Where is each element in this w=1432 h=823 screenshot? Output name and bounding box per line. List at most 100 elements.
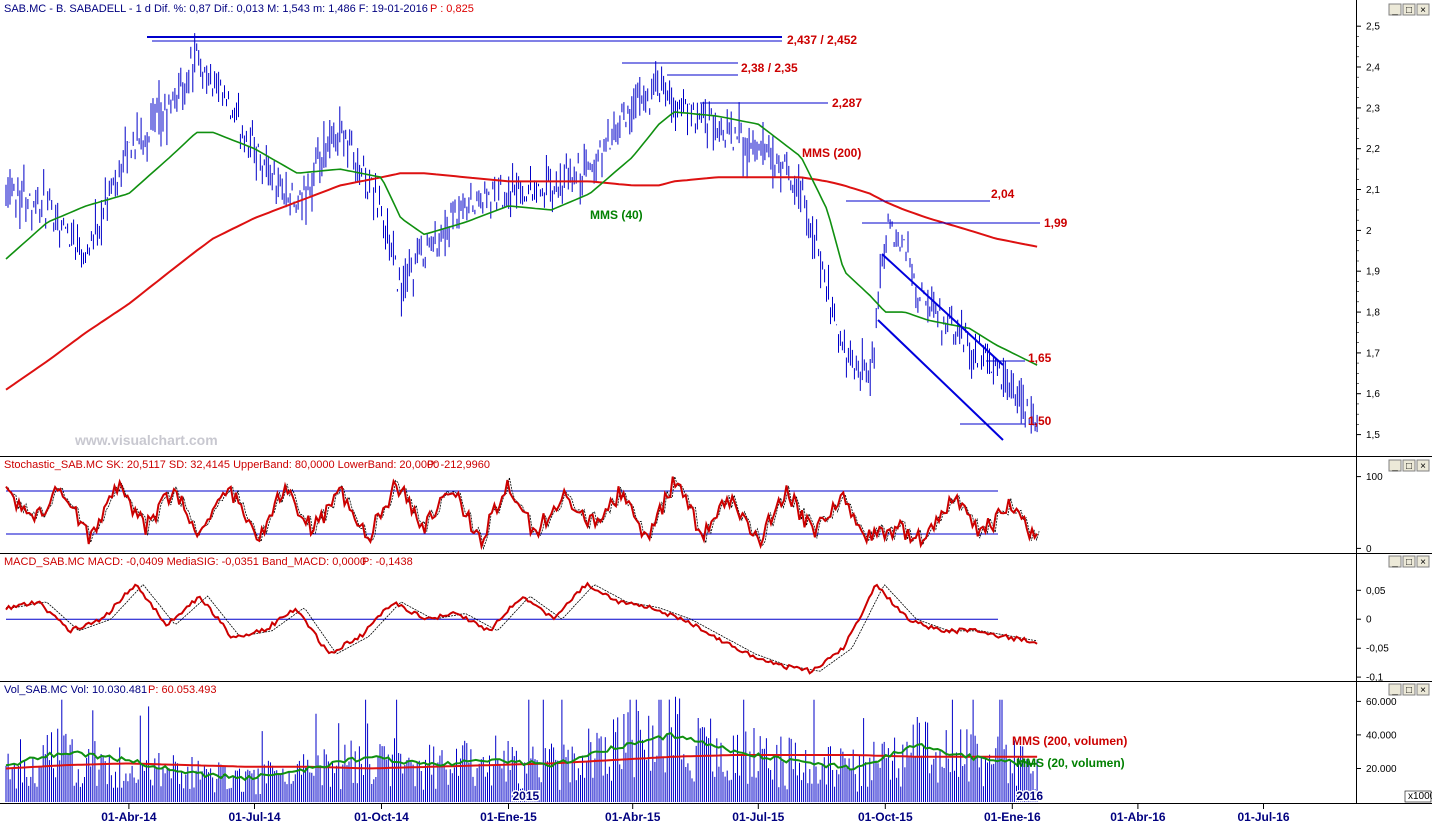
x-tick-label: 01-Ene-16 [984,810,1041,823]
price-plot [5,33,1038,441]
vol-header-p: P: 60.053.493 [148,684,217,696]
channel-upper-line [881,253,1004,366]
window-button: × [1416,3,1430,16]
macd-header-p: P: -0,1438 [362,556,413,568]
year-label-halo: 2016 [1016,789,1043,803]
macd-axis-tick-label: -0,1 [1366,673,1384,684]
price-axis-tick-label: 2,5 [1366,22,1380,33]
price-axis-tick-label: 2 [1366,226,1372,237]
year-label: 2016 [1016,789,1043,803]
macd-header-text: MACD_SAB.MC MACD: -0,0409 MediaSIG: -0,0… [4,556,366,568]
window-button: □ [1402,459,1416,472]
window-button: _ [1388,3,1402,16]
window-button: _ [1388,683,1402,696]
annotation-label: MMS (200) [802,146,861,160]
window-button-face [1416,459,1430,472]
y-axes: 2,5 2,4 2,3 2,2 2,1 2 1,9 1,8 1,7 1,6 1,5 100 0 0,05 0… [1356,22,1432,803]
vol-unit-box [1404,790,1432,803]
annotation-label: 1,99 [1044,216,1068,230]
window-button-face [1388,459,1402,472]
year-label-halo: 2015 [513,789,540,803]
price-bars [5,33,1038,434]
volume-ma-label: MMS (20, volumen) [1016,756,1125,770]
window-button-glyph: _ [1391,557,1398,568]
window-button: □ [1402,555,1416,568]
annotation-label: 2,287 [832,96,862,110]
trend-channel [877,253,1004,441]
mms200-line [5,172,1038,391]
window-button-face [1416,3,1430,16]
price-axis-tick-label: 1,9 [1366,267,1380,278]
watermark: www.visualchart.com [74,432,218,448]
annotation-label: MMS (40) [590,208,643,222]
window-button-face [1388,3,1402,16]
price-axis-tick-label: 1,6 [1366,389,1380,400]
window-button-face [1402,683,1416,696]
window-buttons: _ □ × _ □ × _ □ × _ □ × [1388,3,1430,696]
volume-plot [5,696,1038,802]
annotation-label: 1,50 [1028,414,1052,428]
window-button-face [1402,459,1416,472]
annotation-label: 1,65 [1028,351,1052,365]
x-tick-label: 01-Abr-16 [1110,810,1166,823]
annotation-label: 2,04 [991,187,1015,201]
macd-axis-tick-label: 0,05 [1366,586,1386,597]
window-button-glyph: □ [1406,5,1412,16]
macd-axis-tick-label: -0,05 [1366,644,1389,655]
annotation-label: 2,437 / 2,452 [787,33,857,47]
x-tick-label: 01-Abr-15 [605,810,661,823]
annotations: 2,437 / 2,452 2,38 / 2,35 2,287 MMS (200) 2,… [147,33,1127,770]
price-header-text: SAB.MC - B. SABADELL - 1 d Dif. %: 0,87 … [4,3,428,15]
x-tick-label: 01-Oct-14 [354,810,409,823]
price-axis-tick-label: 1,5 [1366,430,1380,441]
price-header-p: P : 0,825 [430,3,474,15]
window-button: □ [1402,3,1416,16]
macd-line [5,581,1038,675]
window-button: × [1416,683,1430,696]
window-button: × [1416,459,1430,472]
stoch-header-p: P: -212,9960 [427,459,490,471]
stoch-sk-line [5,476,1038,551]
x-tick-label: 01-Ene-15 [480,810,537,823]
window-button-glyph: × [1420,557,1426,568]
vol-mms20-line [5,732,1038,782]
x-axis: 01-Abr-14 01-Jul-14 01-Oct-14 01-Ene-15 01-A… [101,788,1290,823]
window-button-glyph: □ [1406,461,1412,472]
price-axis-tick-label: 2,3 [1366,103,1380,114]
window-button-face [1402,3,1416,16]
x-tick-label: 01-Jul-14 [228,810,280,823]
window-button-glyph: × [1420,5,1426,16]
window-button-face [1416,683,1430,696]
window-button: × [1416,555,1430,568]
stoch-axis-tick-label: 0 [1366,544,1372,555]
window-button-glyph: □ [1406,685,1412,696]
panel-frames [0,0,1432,804]
stoch-header-text: Stochastic_SAB.MC SK: 20,5117 SD: 32,414… [4,459,439,471]
window-button-face [1388,683,1402,696]
window-button-face [1416,555,1430,568]
volume-bars [5,696,1038,802]
mms40-line [5,111,1038,366]
stoch-axis-tick-label: 100 [1366,472,1383,483]
vol-axis-tick-label: 60.000 [1366,697,1397,708]
header-price: SAB.MC - B. SABADELL - 1 d Dif. %: 0,87 … [0,0,520,15]
price-axis-tick-label: 1,7 [1366,348,1380,359]
window-button-glyph: × [1420,685,1426,696]
price-axis-tick-label: 2,1 [1366,185,1380,196]
stochastic-plot [5,476,1040,551]
price-axis-tick-label: 2,2 [1366,144,1380,155]
x-tick-label: 01-Oct-15 [858,810,913,823]
year-label: 2015 [513,789,540,803]
price-axis-tick-label: 1,8 [1366,308,1380,319]
macd-signal-line [6,584,1038,672]
window-button: _ [1388,555,1402,568]
price-axis-tick-label: 2,4 [1366,63,1380,74]
macd-axis-tick-label: 0 [1366,615,1372,626]
window-button-face [1402,555,1416,568]
x-tick-label: 01-Abr-14 [101,810,157,823]
window-button-glyph: _ [1391,5,1398,16]
window-button-glyph: × [1420,461,1426,472]
window-button-glyph: _ [1391,685,1398,696]
